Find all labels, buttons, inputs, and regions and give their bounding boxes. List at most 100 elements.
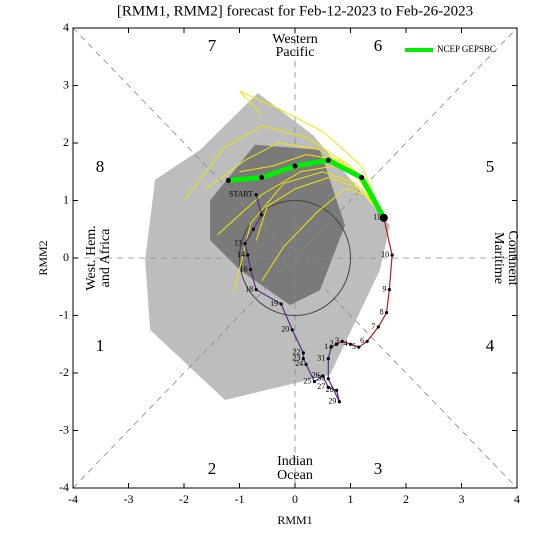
point: [260, 213, 264, 217]
y-tick-label: -4: [59, 480, 69, 494]
point: [254, 193, 258, 197]
phase-label: 5: [486, 157, 495, 176]
region-label: West. Hem.: [84, 225, 99, 290]
point: [376, 325, 380, 329]
day-label: 5: [352, 342, 356, 351]
phase-label: 8: [96, 157, 105, 176]
region-label: Ocean: [277, 468, 313, 483]
point: [326, 385, 330, 389]
day-label: 29: [328, 397, 336, 406]
point: [326, 357, 330, 361]
y-tick-label: -3: [59, 422, 69, 436]
phase-label: 6: [374, 36, 383, 55]
day-label: 24: [295, 359, 303, 368]
point: [243, 242, 247, 246]
ensemble-member: [239, 90, 385, 218]
phase-label: 7: [208, 36, 217, 55]
point: [312, 380, 317, 384]
x-tick-label: 0: [292, 492, 298, 506]
ensemble-mean: [228, 157, 386, 219]
day-label: 8: [380, 307, 384, 316]
day-label: 28: [326, 385, 334, 394]
y-tick-label: 2: [63, 135, 69, 149]
day-label: 2: [330, 339, 334, 348]
x-axis-label: RMM1: [277, 513, 312, 527]
y-tick-label: 0: [63, 250, 69, 264]
point: [384, 311, 389, 315]
point: [379, 213, 388, 222]
day-label: 30: [317, 374, 325, 383]
point: [290, 328, 294, 332]
unit-circle: [239, 200, 351, 316]
point: [348, 342, 353, 346]
day-label: 6: [360, 336, 364, 345]
region-label: Maritime: [491, 232, 506, 284]
y-tick-label: 4: [63, 20, 69, 34]
observed-path: [336, 217, 393, 348]
day-label: START: [229, 190, 253, 199]
point: [329, 345, 333, 349]
point: [387, 288, 391, 292]
region-label: Western: [272, 32, 318, 47]
day-label: 31: [317, 353, 325, 362]
day-label: 22: [292, 348, 300, 357]
day-label: 18: [245, 284, 253, 293]
x-tick-label: -1: [235, 492, 245, 506]
region-label: Indian: [277, 454, 313, 469]
day-label: 7: [371, 322, 375, 331]
point: [365, 339, 369, 343]
x-tick-label: -4: [68, 492, 78, 506]
x-tick-label: -3: [124, 492, 134, 506]
point: [225, 177, 231, 183]
y-tick-label: -1: [59, 307, 69, 321]
x-tick-label: 1: [348, 492, 354, 506]
point: [301, 357, 305, 361]
day-label: 11: [373, 213, 381, 222]
point: [292, 163, 298, 169]
day-label: 26: [312, 371, 320, 380]
point: [301, 351, 305, 355]
ensemble-member: [261, 188, 385, 282]
legend-label: NCEP GEPSBC: [437, 44, 496, 54]
point: [279, 302, 283, 306]
point: [390, 253, 394, 257]
point: [340, 339, 344, 343]
day-label: 14: [237, 250, 245, 259]
phase-label: 2: [208, 459, 217, 478]
point: [357, 345, 361, 349]
point: [326, 377, 330, 381]
point: [359, 175, 365, 180]
ensemble-member: [233, 171, 385, 293]
x-tick-label: 4: [514, 492, 520, 506]
region-label: Pacific: [276, 45, 315, 60]
x-tick-label: 2: [403, 492, 409, 506]
day-label: 10: [381, 250, 389, 259]
point: [335, 388, 339, 392]
y-tick-label: -2: [59, 365, 69, 379]
reference-line: [72, 27, 518, 489]
day-label: 25: [303, 376, 311, 385]
day-label: 20: [281, 325, 289, 334]
point: [337, 400, 341, 404]
point: [259, 175, 265, 180]
day-label: 3: [335, 336, 339, 345]
day-label: 4: [344, 339, 348, 348]
day-label: 9: [382, 284, 386, 293]
chart-title: [RMM1, RMM2] forecast for Feb-12-2023 to…: [117, 3, 473, 19]
phase-label: 1: [96, 336, 105, 355]
point: [249, 267, 253, 272]
point: [304, 362, 308, 366]
point: [251, 227, 255, 231]
phase-label: 3: [374, 459, 383, 478]
x-tick-label: 3: [459, 492, 465, 506]
day-label: 19: [270, 299, 278, 308]
point: [254, 288, 258, 292]
y-tick-label: 1: [63, 192, 69, 206]
point: [325, 157, 331, 163]
day-label: 16: [240, 264, 248, 273]
day-label: 1: [324, 342, 328, 351]
point: [321, 374, 325, 378]
day-label: 27: [317, 382, 325, 391]
x-tick-label: -2: [179, 492, 189, 506]
